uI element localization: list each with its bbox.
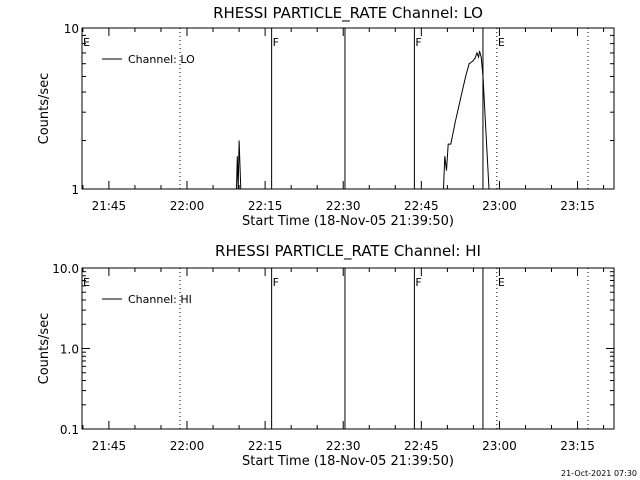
x-tick-label: 23:00 — [482, 439, 517, 453]
legend-entry: Channel: HI — [128, 293, 192, 306]
chart-title: RHESSI PARTICLE_RATE Channel: HI — [215, 242, 481, 261]
x-tick-label: 22:30 — [326, 199, 361, 213]
annotation-label: F — [415, 36, 421, 49]
x-axis-label: Start Time (18-Nov-05 21:39:50) — [242, 454, 454, 469]
y-axis-label: Counts/sec — [37, 73, 52, 145]
timestamp: 21-Oct-2021 07:30 — [561, 469, 637, 478]
y-tick-label: 1.0 — [60, 343, 79, 357]
series-line — [236, 50, 490, 190]
legend-entry: Channel: LO — [128, 53, 195, 66]
annotation-label: E — [83, 36, 90, 49]
x-tick-label: 22:00 — [170, 439, 205, 453]
annotation-label: E — [498, 276, 505, 289]
annotation-label: E — [83, 276, 90, 289]
y-tick-label: 10 — [64, 22, 79, 36]
x-tick-label: 22:45 — [404, 439, 439, 453]
x-tick-label: 23:15 — [560, 439, 595, 453]
panel-lo: RHESSI PARTICLE_RATE Channel: LO 21:45 22:… — [37, 4, 615, 229]
annotation-label: E — [498, 36, 505, 49]
x-tick-label: 22:30 — [326, 439, 361, 453]
annotation-label: F — [273, 36, 279, 49]
panel-hi: RHESSI PARTICLE_RATE Channel: HI 21:45 22:… — [37, 242, 615, 469]
x-tick-label: 22:15 — [248, 199, 283, 213]
x-tick-label: 21:45 — [92, 199, 127, 213]
annotation-label: F — [273, 276, 279, 289]
chart-title: RHESSI PARTICLE_RATE Channel: LO — [213, 4, 483, 23]
x-tick-label: 23:00 — [482, 199, 517, 213]
annotation-label: F — [415, 276, 421, 289]
x-tick-label: 21:45 — [92, 439, 127, 453]
x-axis-label: Start Time (18-Nov-05 21:39:50) — [242, 214, 454, 229]
y-tick-label: 0.1 — [60, 423, 79, 437]
y-tick-label: 10.0 — [52, 262, 79, 276]
x-tick-label: 23:15 — [560, 199, 595, 213]
y-axis-label: Counts/sec — [37, 313, 52, 385]
x-tick-label: 22:00 — [170, 199, 205, 213]
x-tick-label: 22:45 — [404, 199, 439, 213]
x-tick-label: 22:15 — [248, 439, 283, 453]
y-tick-label: 1 — [71, 183, 79, 197]
